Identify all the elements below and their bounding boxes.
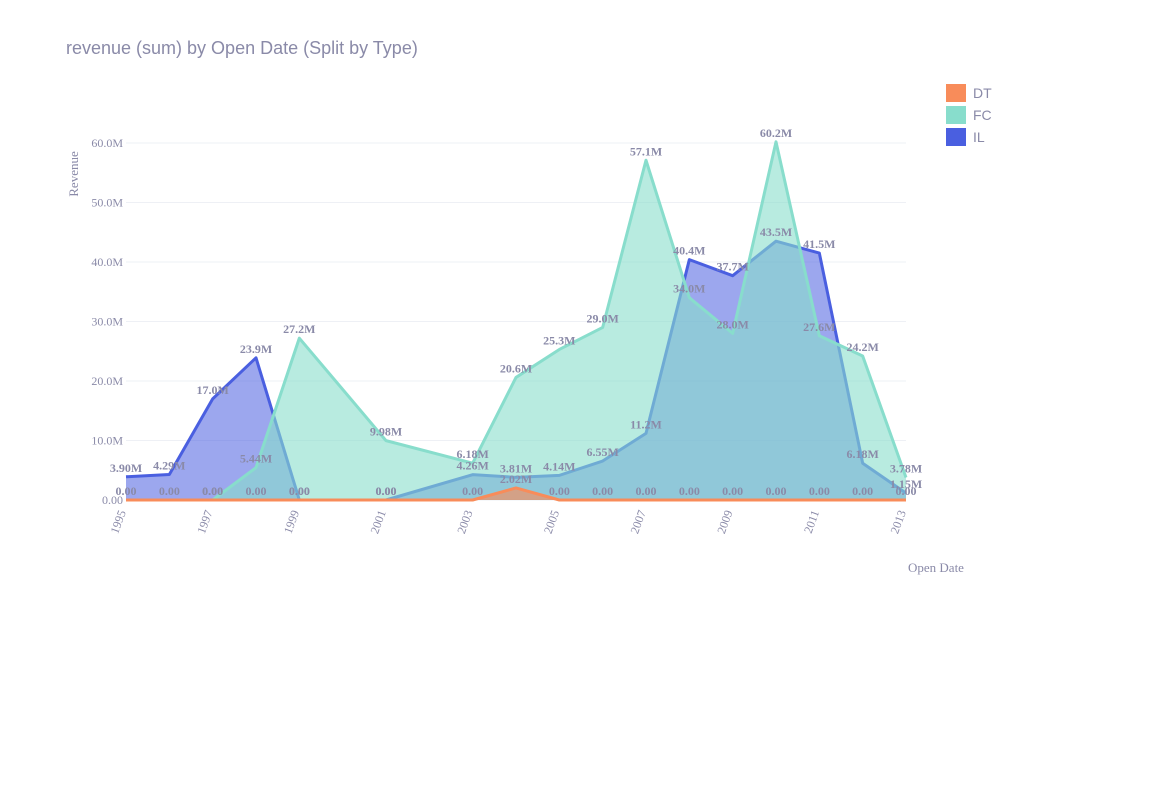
- x-tick-label: 2013: [887, 508, 908, 535]
- area-fc: [212, 141, 906, 500]
- data-label-il: 6.18M: [847, 447, 879, 461]
- x-tick-label: 2011: [801, 508, 822, 535]
- line-fc: [211, 140, 908, 502]
- data-label-il: 0.00: [376, 484, 397, 498]
- legend-label-dt: DT: [973, 85, 992, 101]
- data-label-dt: 0.00: [722, 484, 743, 498]
- x-tick-label: 2009: [714, 508, 735, 535]
- line-dt: [126, 486, 906, 502]
- data-label-fc: 3.78M: [890, 462, 922, 476]
- y-tick-label: 40.0M: [91, 255, 123, 269]
- data-label-il: 41.5M: [803, 237, 835, 251]
- y-tick-label: 60.0M: [91, 136, 123, 150]
- data-label-dt: 0.00: [289, 484, 310, 498]
- data-label-fc: 27.2M: [283, 322, 315, 336]
- x-tick-label: 2001: [367, 508, 388, 535]
- data-label-il: 3.81M: [500, 461, 532, 475]
- data-label-il: 1.15M: [890, 477, 922, 491]
- data-label-dt: 0.00: [592, 484, 613, 498]
- data-label-il: 11.2M: [630, 417, 662, 431]
- data-label-il: 4.14M: [543, 459, 575, 473]
- x-tick-label: 1999: [281, 508, 302, 535]
- legend-label-il: IL: [973, 129, 985, 145]
- data-label-il: 3.90M: [110, 461, 142, 475]
- y-tick-label: 20.0M: [91, 374, 123, 388]
- legend-item-dt[interactable]: DT: [946, 82, 992, 104]
- data-label-il: 40.4M: [673, 244, 705, 258]
- data-label-il: 43.5M: [760, 225, 792, 239]
- y-tick-label: 10.0M: [91, 434, 123, 448]
- data-label-il: 17.0M: [197, 383, 229, 397]
- data-label-dt: 0.00: [549, 484, 570, 498]
- data-label-fc: 29.0M: [587, 311, 619, 325]
- data-label-fc: 34.0M: [673, 282, 705, 296]
- legend-swatch-dt: [946, 84, 966, 102]
- data-label-dt: 0.00: [852, 484, 873, 498]
- data-label-dt: 0.00: [376, 484, 397, 498]
- data-label-il: 4.29M: [153, 458, 185, 472]
- data-label-dt: 0.00: [896, 484, 917, 498]
- data-label-dt: 0.00: [462, 484, 483, 498]
- data-label-il: 6.55M: [587, 445, 619, 459]
- data-label-dt: 0.00: [159, 484, 180, 498]
- legend-item-il[interactable]: IL: [946, 126, 992, 148]
- data-label-dt: 2.02M: [500, 472, 532, 486]
- data-label-dt: 0.00: [116, 484, 137, 498]
- data-label-fc: 28.0M: [717, 317, 749, 331]
- data-label-fc: 0.00: [202, 484, 223, 498]
- area-dt: [126, 487, 906, 500]
- data-label-dt: 0.00: [636, 484, 657, 498]
- legend-label-fc: FC: [973, 107, 992, 123]
- data-label-fc: 20.6M: [500, 361, 532, 375]
- data-label-il: 0.00: [289, 484, 310, 498]
- data-label-il: 23.9M: [240, 342, 272, 356]
- data-label-il: 4.26M: [457, 459, 489, 473]
- x-tick-label: 1995: [107, 508, 128, 535]
- legend-swatch-fc: [946, 106, 966, 124]
- data-label-fc: 27.6M: [803, 320, 835, 334]
- x-tick-label: 1997: [194, 508, 215, 535]
- legend-item-fc[interactable]: FC: [946, 104, 992, 126]
- data-label-fc: 5.44M: [240, 452, 272, 466]
- x-axis-label: Open Date: [908, 560, 964, 575]
- data-label-dt: 0.00: [809, 484, 830, 498]
- data-label-fc: 25.3M: [543, 333, 575, 347]
- y-tick-label: 30.0M: [91, 315, 123, 329]
- x-tick-label: 2005: [541, 508, 562, 535]
- data-label-dt: 0.00: [679, 484, 700, 498]
- chart-title: revenue (sum) by Open Date (Split by Typ…: [66, 38, 418, 58]
- x-tick-label: 2007: [627, 508, 648, 535]
- legend: DT FC IL: [946, 82, 992, 148]
- data-label-fc: 24.2M: [847, 340, 879, 354]
- data-label-dt: 0.00: [766, 484, 787, 498]
- data-label-fc: 6.18M: [457, 447, 489, 461]
- y-tick-label: 50.0M: [91, 196, 123, 210]
- data-label-fc: 60.2M: [760, 126, 792, 140]
- data-label-dt: 0.00: [246, 484, 267, 498]
- data-label-dt: 0.00: [202, 484, 223, 498]
- data-label-il: 37.7M: [717, 260, 749, 274]
- x-tick-label: 2003: [454, 508, 475, 535]
- y-tick-label: 0.00: [102, 493, 123, 507]
- data-label-fc: 9.98M: [370, 425, 402, 439]
- data-label-fc: 57.1M: [630, 144, 662, 158]
- legend-swatch-il: [946, 128, 966, 146]
